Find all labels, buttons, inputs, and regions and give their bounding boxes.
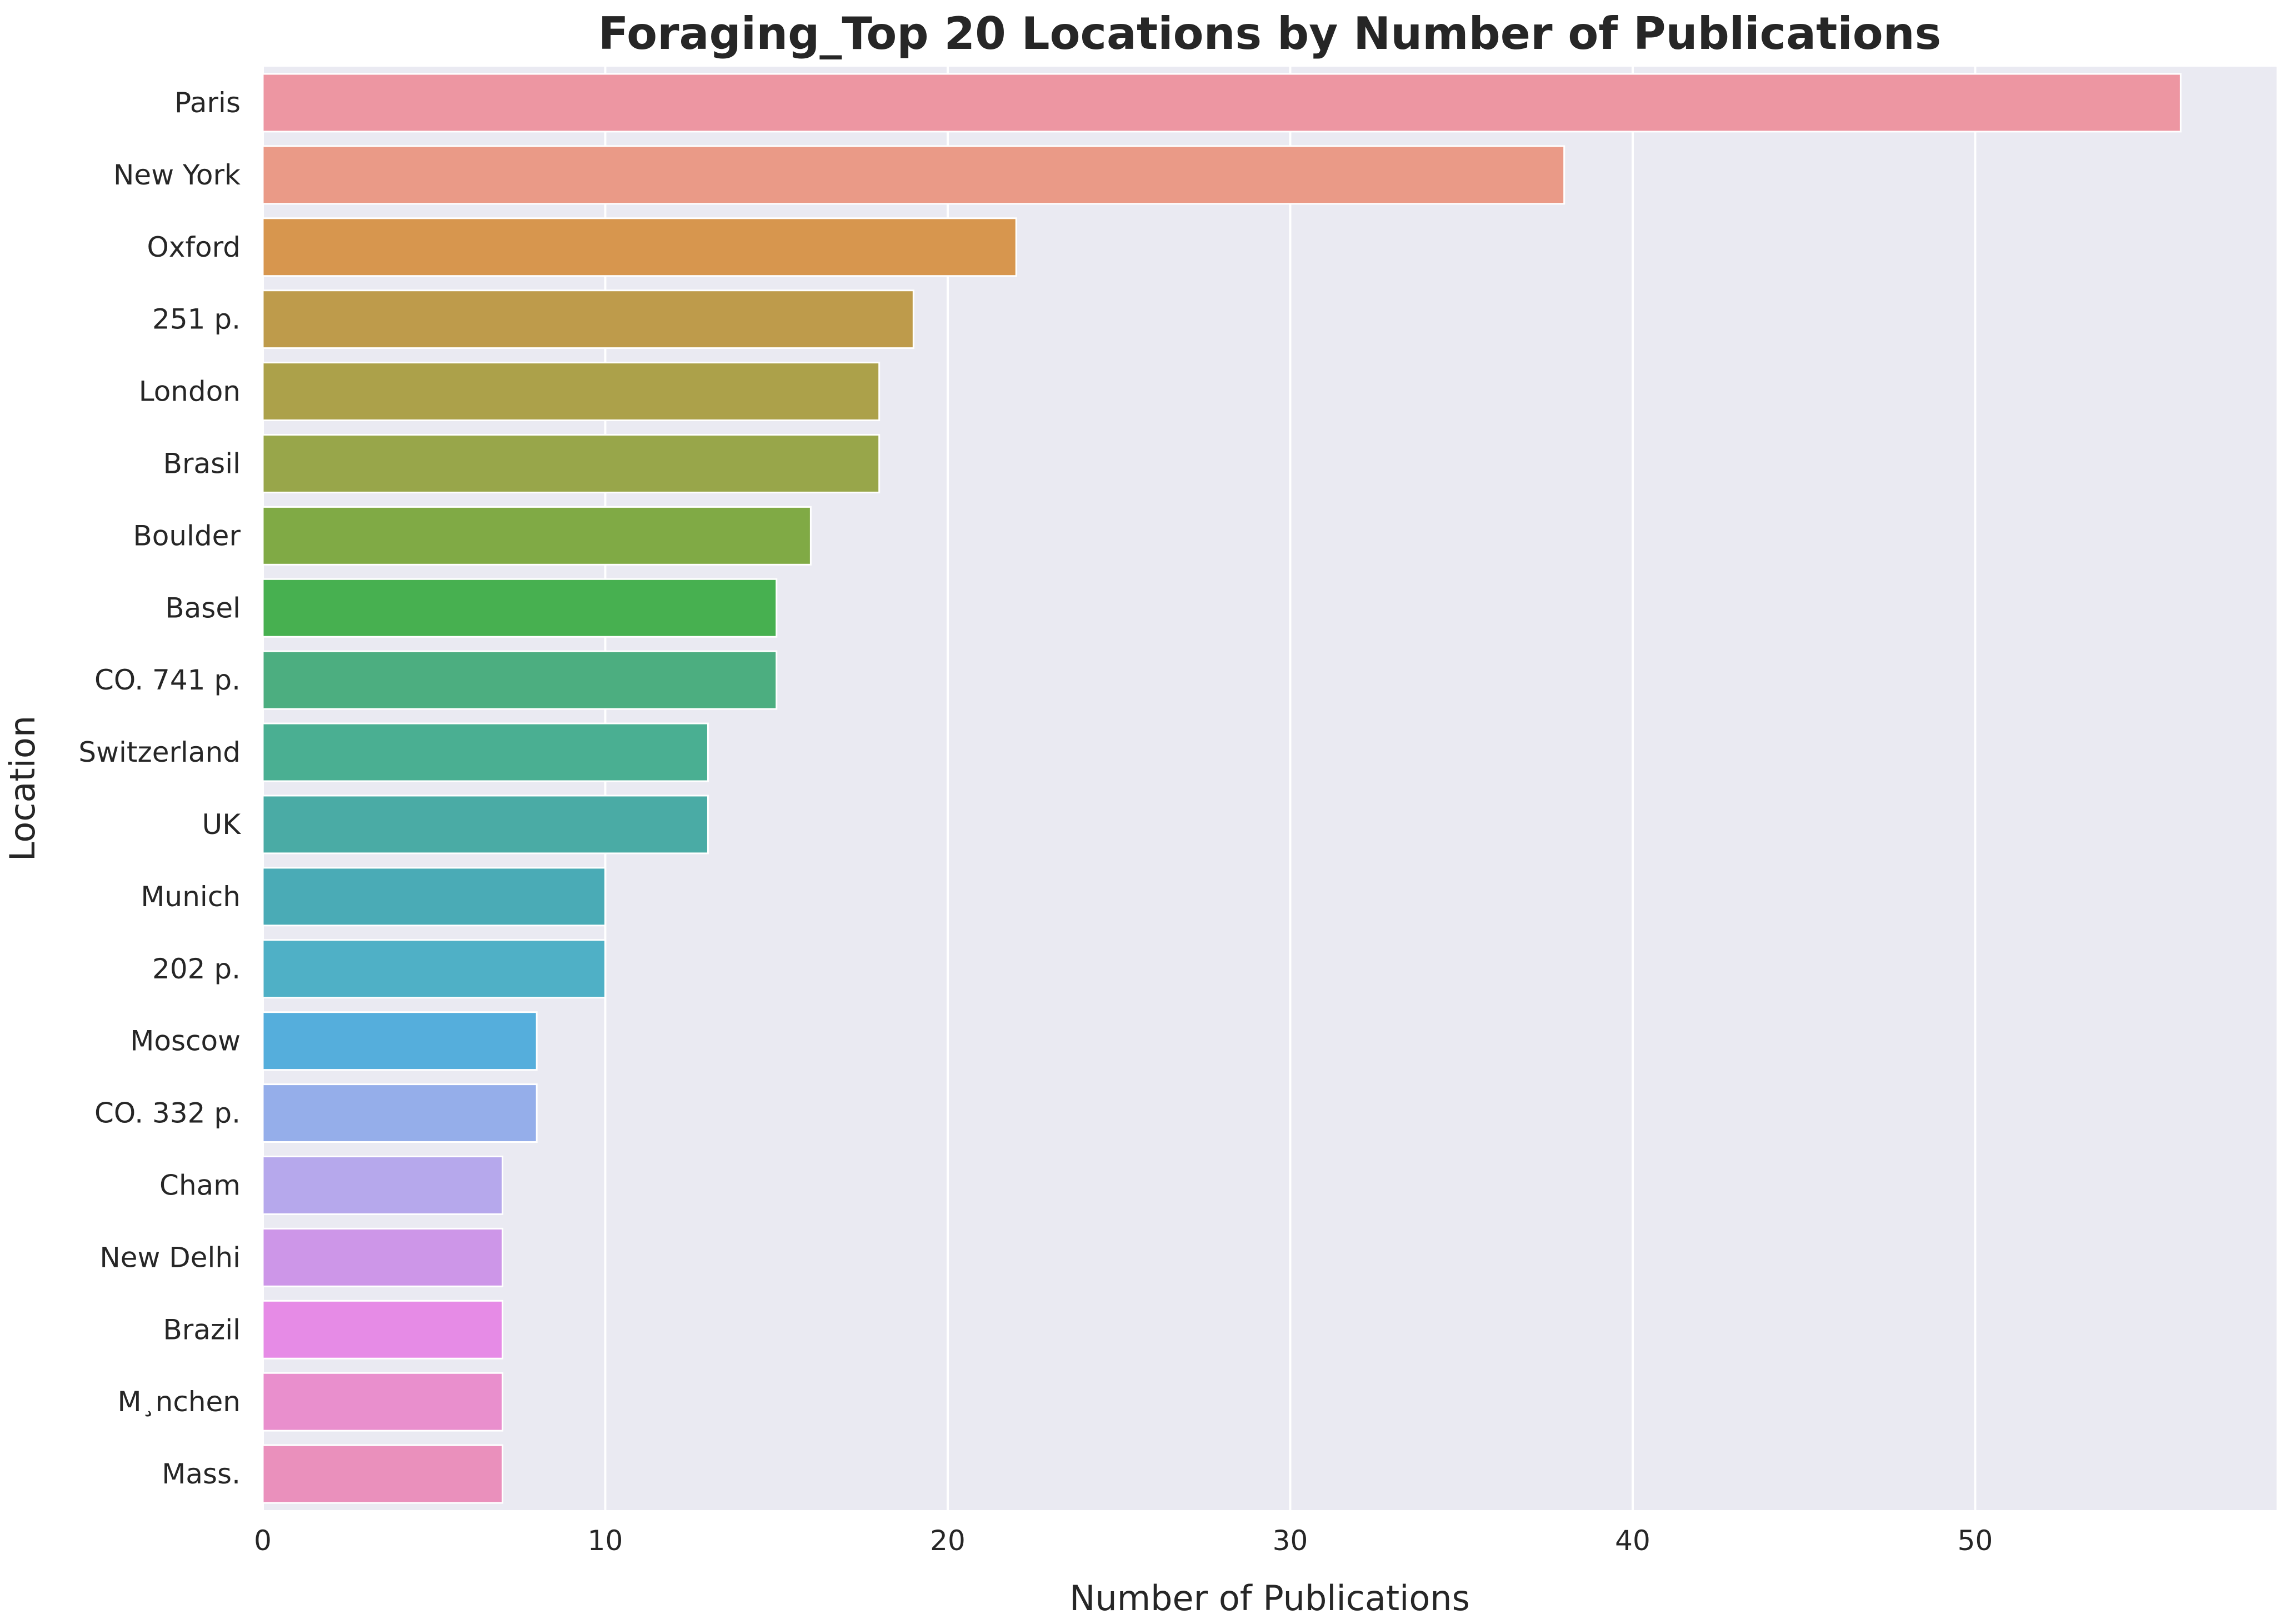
bar-4 [262,289,914,349]
x-tick-label-0: 0 [254,1525,272,1557]
y-tick-label-8: Basel [165,592,241,624]
bars [262,73,2182,1504]
y-tick-label-9: CO. 741 p. [94,664,241,696]
y-tick-label-12: Munich [141,881,241,913]
y-tick-label-10: Switzerland [78,736,241,768]
bar-7 [262,506,812,566]
bar-9 [262,650,778,710]
bar-6 [262,433,881,493]
y-tick-label-14: Moscow [130,1025,241,1057]
chart-title: Foraging_Top 20 Locations by Number of P… [598,8,1942,59]
bar-16 [262,1155,504,1215]
y-tick-label-1: Paris [174,87,241,119]
y-tick-label-19: M¸nchen [118,1386,241,1418]
y-axis-label: Location [2,716,43,861]
bar-5 [262,362,881,422]
y-tick-label-17: New Delhi [99,1241,241,1273]
bar-13 [262,939,606,999]
bar-2 [262,145,1565,205]
bar-17 [262,1227,504,1287]
bar-11 [262,794,709,855]
bar-10 [262,722,709,782]
y-tick-label-15: CO. 332 p. [94,1097,241,1130]
bar-20 [262,1444,504,1504]
y-tick-label-11: UK [202,808,242,841]
x-tick-labels: 0 10 20 30 40 50 [254,1525,1993,1557]
x-tick-label-40: 40 [1615,1525,1650,1557]
x-tick-label-20: 20 [930,1525,966,1557]
y-tick-label-4: 251 p. [152,303,241,336]
y-tick-label-2: New York [113,159,241,191]
x-tick-label-50: 50 [1958,1525,1993,1557]
y-tick-label-18: Brazil [163,1313,241,1346]
y-tick-label-16: Cham [159,1169,241,1201]
y-tick-label-13: 202 p. [152,953,241,985]
x-tick-label-10: 10 [588,1525,623,1557]
bar-18 [262,1300,504,1360]
y-tick-label-6: Brasil [163,447,241,479]
x-tick-label-30: 30 [1273,1525,1308,1557]
bar-1 [262,73,2182,133]
bar-8 [262,578,778,638]
bar-3 [262,217,1017,277]
bar-14 [262,1011,538,1071]
bar-15 [262,1083,538,1143]
y-tick-label-3: Oxford [147,231,241,263]
y-tick-label-7: Boulder [133,519,241,552]
x-axis-label: Number of Publications [1069,1578,1470,1618]
bar-19 [262,1372,504,1432]
bar-12 [262,867,606,927]
y-tick-label-20: Mass. [162,1458,241,1490]
y-tick-label-5: London [139,376,241,408]
y-tick-labels: Paris New York Oxford 251 p. London Brasil Bou… [78,87,241,1490]
